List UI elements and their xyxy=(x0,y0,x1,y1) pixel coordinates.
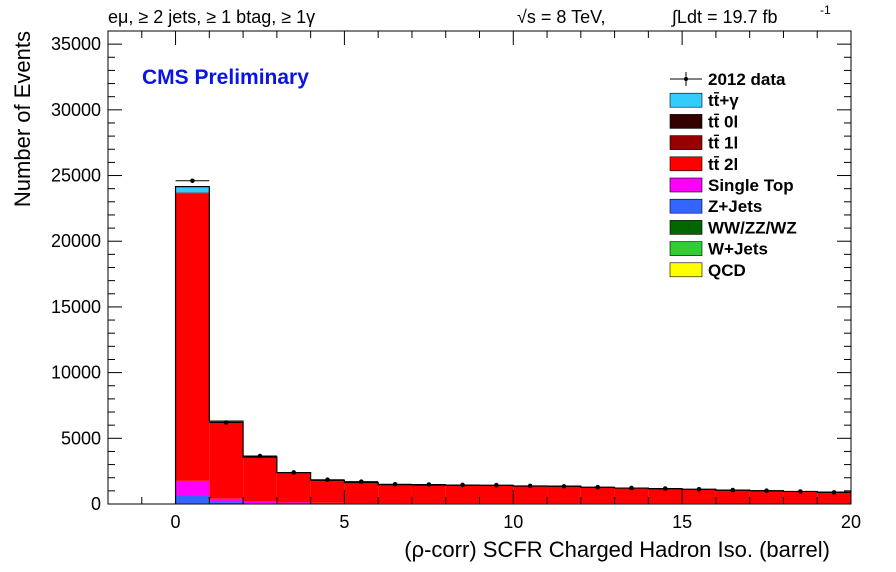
bar-tt-2l xyxy=(243,457,277,502)
bar-tt-2l xyxy=(209,421,244,499)
data-point xyxy=(831,490,837,495)
data-point xyxy=(764,488,769,494)
legend-swatch-single-top xyxy=(669,177,703,193)
bar-tt-2l xyxy=(715,490,750,504)
y-tick-label: 10000 xyxy=(51,363,101,383)
bar-tt-2l xyxy=(276,472,311,503)
y-tick-label: 30000 xyxy=(51,100,101,120)
legend-swatch-tt-2l xyxy=(669,156,703,172)
data-point xyxy=(730,487,736,493)
bar-tt-1l xyxy=(175,192,210,194)
legend-label-qcd: QCD xyxy=(708,261,746,280)
bar-tt-2l xyxy=(783,491,818,504)
data-point xyxy=(358,479,364,484)
y-tick-label: 35000 xyxy=(51,34,101,54)
y-axis-title: Number of Events xyxy=(10,31,35,207)
data-point xyxy=(662,486,668,491)
bar-tt-2l xyxy=(445,485,480,504)
bar-tt-2l xyxy=(513,486,548,504)
legend-label-2012-data: 2012 data xyxy=(708,70,786,89)
data-point xyxy=(291,470,297,475)
bar-single-top xyxy=(344,503,379,504)
x-tick-label: 5 xyxy=(339,512,349,532)
y-tick-label: 25000 xyxy=(51,166,101,186)
bar-tt-2l xyxy=(682,489,716,504)
bar-tt-2l xyxy=(749,490,784,504)
bar-tt-2l xyxy=(817,492,851,504)
bar-tt-2l xyxy=(310,480,345,503)
legend-swatch-qcd xyxy=(669,262,703,278)
bar-tt-2l xyxy=(479,485,514,504)
x-tick-label: 10 xyxy=(503,512,523,532)
data-point xyxy=(460,482,465,488)
data-point xyxy=(223,420,229,425)
data-point xyxy=(190,178,195,184)
bar-single-top xyxy=(175,480,210,496)
legend-label-tt-2l: tt̄ 2l xyxy=(708,155,738,174)
energy-label: √s = 8 TeV, xyxy=(517,7,605,27)
data-point xyxy=(527,483,533,489)
x-axis-title: (ρ-corr) SCFR Charged Hadron Iso. (barre… xyxy=(404,537,830,562)
data-point xyxy=(561,484,567,489)
luminosity-label: ∫Ldt = 19.7 fb xyxy=(670,7,778,27)
data-point xyxy=(325,477,330,482)
x-tick-label: 20 xyxy=(841,512,861,532)
legend-label-tt-1l: tt̄ 1l xyxy=(708,134,738,153)
data-point xyxy=(392,481,398,487)
bar-tt-2l xyxy=(344,482,379,504)
bar-single-top xyxy=(243,501,277,504)
axes: 0 5 10 15 20 0 5000 10000 15000 20000 25000 30000 35… xyxy=(51,30,861,532)
data-point xyxy=(426,482,432,487)
bar-z-jets xyxy=(209,502,244,504)
bar-single-top xyxy=(276,502,311,504)
legend-swatch-tt xyxy=(669,92,703,108)
bar-tt-2l xyxy=(547,486,581,504)
legend-swatch-tt-0l xyxy=(669,114,703,129)
data-point xyxy=(629,485,634,491)
data-point xyxy=(696,486,702,492)
bar-single-top xyxy=(310,502,345,504)
legend-swatch-z-jets xyxy=(669,198,703,214)
legend-marker-data-point xyxy=(684,77,688,81)
y-tick-label: 20000 xyxy=(51,231,101,251)
data-point xyxy=(798,489,803,494)
bar-tt-2l xyxy=(378,484,412,504)
bar-tt xyxy=(175,186,210,193)
data-points xyxy=(175,178,851,495)
legend-swatch-ww-zz-wz xyxy=(669,220,703,235)
data-point xyxy=(494,482,499,488)
legend-swatch-w-jets xyxy=(669,241,703,256)
legend-label-single-top: Single Top xyxy=(708,176,794,195)
bar-tt-2l xyxy=(175,193,210,481)
legend-label-tt-0l: tt̄ 0l xyxy=(708,112,738,131)
cms-preliminary-label: CMS Preliminary xyxy=(142,66,309,89)
legend-swatch-tt-1l xyxy=(669,135,703,150)
selection-label: eμ, ≥ 2 jets, ≥ 1 btag, ≥ 1γ xyxy=(108,7,315,27)
y-tick-label: 15000 xyxy=(51,297,101,317)
x-tick-label: 0 xyxy=(171,512,181,532)
bar-tt-2l xyxy=(648,488,683,504)
legend-label-ww-zz-wz: WW/ZZ/WZ xyxy=(708,218,797,237)
bar-z-jets xyxy=(175,495,210,504)
bar-tt-2l xyxy=(411,485,446,504)
bar-z-jets xyxy=(243,503,277,504)
bar-tt-2l xyxy=(614,488,649,504)
legend-label-z-jets: Z+Jets xyxy=(708,197,762,216)
y-tick-label: 0 xyxy=(91,494,101,514)
legend-label-w-jets: W+Jets xyxy=(708,240,768,259)
bar-single-top xyxy=(378,503,412,504)
stacked-histogram xyxy=(174,186,851,504)
data-point xyxy=(257,453,263,459)
bar-tt-2l xyxy=(580,487,615,504)
legend: 2012 data tt̄+γ tt̄ 0l tt̄ 1l tt̄ 2l Single T… xyxy=(669,70,797,280)
luminosity-exponent: -1 xyxy=(820,3,831,17)
bar-single-top xyxy=(209,498,244,503)
data-point xyxy=(595,484,601,490)
legend-label-tt: tt̄+γ xyxy=(708,91,739,110)
y-tick-label: 5000 xyxy=(61,428,101,448)
header: eμ, ≥ 2 jets, ≥ 1 btag, ≥ 1γ √s = 8 TeV,… xyxy=(108,3,831,27)
x-tick-label: 15 xyxy=(672,512,692,532)
